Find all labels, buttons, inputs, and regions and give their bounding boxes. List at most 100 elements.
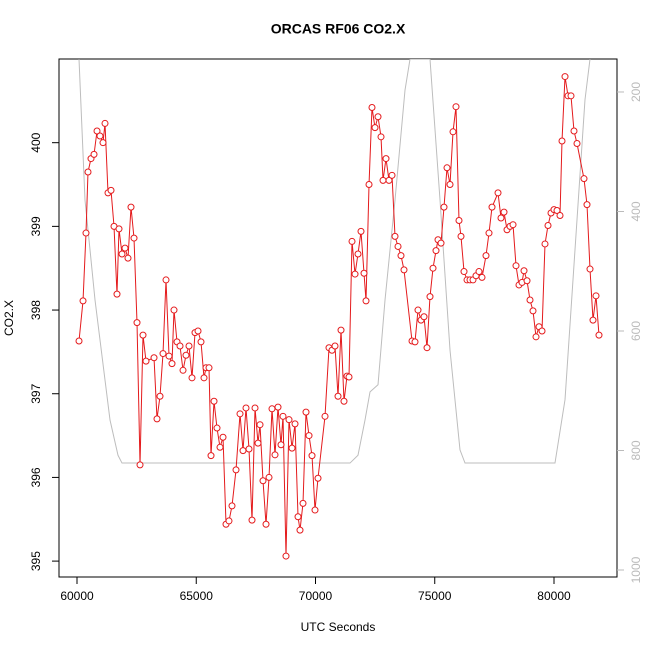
data-point: [485, 229, 493, 237]
data-point: [271, 451, 279, 459]
data-point: [589, 316, 597, 324]
data-point: [259, 477, 267, 485]
data-point: [494, 189, 502, 197]
data-point: [512, 262, 520, 270]
data-point: [523, 277, 531, 285]
data-point: [153, 415, 161, 423]
y-tick-label: 399: [29, 216, 43, 236]
chart-title: ORCAS RF06 CO2.X: [271, 21, 406, 37]
data-point: [311, 506, 319, 514]
data-point: [449, 128, 457, 136]
data-point: [251, 404, 259, 412]
data-point: [558, 137, 566, 145]
data-point: [139, 331, 147, 339]
data-point: [360, 269, 368, 277]
data-point: [488, 203, 496, 211]
data-point: [274, 403, 282, 411]
data-point: [168, 360, 176, 368]
data-point: [142, 357, 150, 365]
plot-frame: [58, 58, 618, 578]
data-point: [526, 296, 534, 304]
data-point: [225, 517, 233, 525]
data-point: [239, 447, 247, 455]
data-point: [133, 319, 141, 327]
data-point: [82, 229, 90, 237]
data-point: [219, 433, 227, 441]
data-point: [443, 164, 451, 172]
data-point: [156, 392, 164, 400]
data-point: [455, 217, 463, 225]
y-tick-label: 395: [29, 551, 43, 571]
plot-area: [75, 59, 603, 560]
data-point: [210, 397, 218, 405]
data-point: [200, 374, 208, 382]
data-point: [592, 292, 600, 300]
data-point: [279, 412, 287, 420]
data-point: [176, 342, 184, 350]
y-axis-label: CO2.X: [2, 300, 16, 336]
data-point: [262, 520, 270, 528]
data-point: [429, 264, 437, 272]
x-tick-label: 60000: [60, 589, 94, 603]
data-point: [340, 397, 348, 405]
data-point: [452, 103, 460, 111]
data-point: [121, 244, 129, 252]
y-tick-label: 398: [29, 300, 43, 320]
data-point: [345, 373, 353, 381]
data-point: [497, 214, 505, 222]
x-axis-label: UTC Seconds: [301, 620, 376, 634]
data-point: [185, 342, 193, 350]
data-point: [308, 452, 316, 460]
data-point: [478, 273, 486, 281]
data-point: [321, 412, 329, 420]
data-point: [437, 239, 445, 247]
data-point: [357, 227, 365, 235]
data-point: [107, 186, 115, 194]
data-point: [115, 225, 123, 233]
data-point: [374, 113, 382, 121]
series-line: [78, 76, 600, 557]
data-point: [423, 344, 431, 352]
data-point: [150, 354, 158, 362]
data-point: [127, 203, 135, 211]
data-point: [265, 473, 273, 481]
y-tick-label: 400: [29, 132, 43, 152]
data-point: [414, 306, 422, 314]
y2-tick-label: 800: [629, 440, 643, 460]
data-point: [541, 240, 549, 248]
data-point: [314, 474, 322, 482]
data-point: [397, 252, 405, 260]
data-point: [248, 516, 256, 524]
data-point: [365, 181, 373, 189]
data-point: [299, 499, 307, 507]
data-point: [305, 432, 313, 440]
data-point: [124, 254, 132, 262]
data-point: [337, 326, 345, 334]
data-point: [475, 268, 483, 276]
data-point: [377, 133, 385, 141]
data-point: [197, 338, 205, 346]
data-point: [482, 252, 490, 260]
data-point: [538, 327, 546, 335]
data-point: [348, 237, 356, 245]
data-point: [388, 171, 396, 179]
data-point: [331, 342, 339, 350]
data-point: [130, 234, 138, 242]
data-point: [520, 267, 528, 275]
data-point: [302, 408, 310, 416]
data-point: [553, 206, 561, 214]
data-point: [426, 293, 434, 301]
data-point: [216, 443, 224, 451]
data-point: [296, 526, 304, 534]
data-point: [394, 242, 402, 250]
data-point: [371, 124, 379, 132]
data-point: [411, 338, 419, 346]
data-point: [382, 155, 390, 163]
data-point: [113, 290, 121, 298]
data-point: [500, 208, 508, 216]
data-point: [99, 139, 107, 147]
data-point: [79, 297, 87, 305]
data-point: [96, 132, 104, 140]
data-point: [385, 176, 393, 184]
